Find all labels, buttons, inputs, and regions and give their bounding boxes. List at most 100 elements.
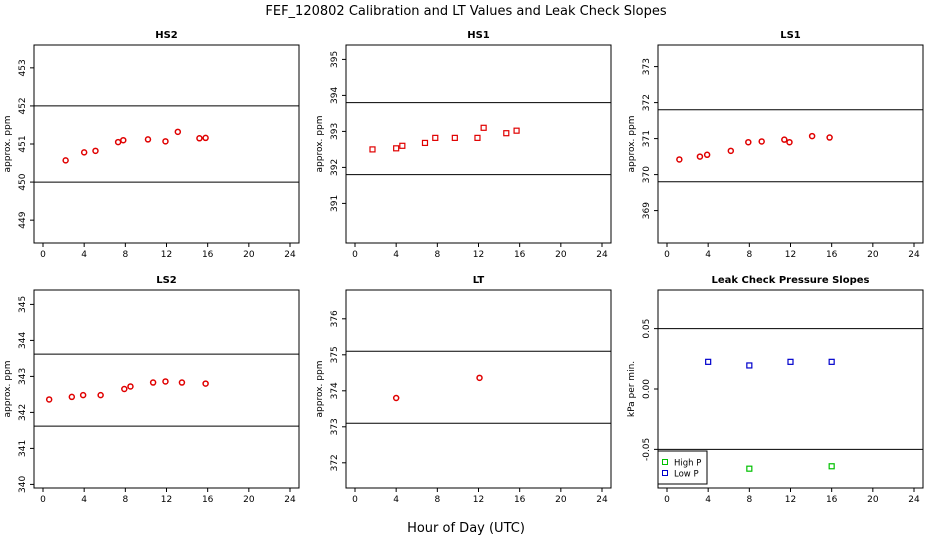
y-tick-label: 372 — [330, 454, 340, 471]
panel-title: LT — [473, 275, 485, 286]
data-point — [746, 362, 753, 369]
x-tick-label: 24 — [596, 495, 608, 505]
panel-ls2: LS2 approx. ppm 0 4 8 12 16 20 24 340 341 342 343 3… — [3, 275, 300, 505]
data-point — [826, 134, 833, 141]
x-tick-label: 8 — [746, 250, 752, 260]
y-tick-label: 373 — [642, 58, 652, 75]
data-point — [828, 358, 835, 365]
x-tick-label: 4 — [81, 250, 87, 260]
y-axis-label: approx. ppm — [627, 116, 637, 173]
data-point — [393, 145, 400, 152]
y-tick-label: 376 — [330, 310, 340, 327]
x-tick-label: 20 — [867, 250, 879, 260]
x-tick-label: 20 — [555, 495, 567, 505]
x-tick-label: 0 — [664, 495, 670, 505]
y-tick-label: 341 — [18, 440, 28, 457]
panel-title: HS1 — [467, 30, 490, 41]
data-point — [369, 146, 376, 153]
panel-ls1: LS1 approx. ppm 0 4 8 12 16 20 24 369 370 371 372 3… — [627, 30, 924, 260]
data-point — [808, 132, 816, 140]
x-tick-label: 0 — [664, 250, 670, 260]
y-tick-label: 452 — [18, 97, 28, 114]
y-axis-label: approx. ppm — [315, 116, 325, 173]
plot-frame — [345, 289, 612, 489]
x-tick-label: 20 — [243, 250, 255, 260]
y-tick-label: 393 — [330, 123, 340, 140]
y-tick-label: 392 — [330, 159, 340, 176]
data-point — [144, 136, 152, 143]
y-tick-label: 374 — [330, 382, 340, 399]
y-tick-label: -0.05 — [642, 438, 652, 461]
x-tick-label: 20 — [555, 250, 567, 260]
data-point — [786, 138, 793, 146]
x-tick-label: 24 — [284, 495, 296, 505]
data-point — [703, 151, 711, 159]
x-tick-label: 20 — [867, 495, 879, 505]
legend-swatch — [662, 459, 668, 465]
x-tick-label: 24 — [908, 250, 920, 260]
y-tick-label: 345 — [18, 296, 28, 313]
data-point — [781, 136, 788, 143]
y-tick-label: 391 — [330, 195, 340, 212]
data-point — [746, 465, 753, 472]
data-point — [202, 134, 209, 142]
data-point — [432, 134, 439, 141]
y-axis-label: kPa per min. — [627, 361, 637, 417]
data-point — [149, 379, 157, 386]
y-tick-label: 453 — [18, 59, 28, 76]
x-tick-label: 16 — [826, 250, 838, 260]
panel-title: HS2 — [155, 30, 178, 41]
plot-frame — [33, 289, 300, 489]
y-tick-label: 450 — [18, 173, 28, 190]
data-point — [202, 380, 209, 387]
data-point — [120, 136, 127, 144]
x-tick-label: 0 — [352, 495, 358, 505]
y-tick-label: 372 — [642, 94, 652, 111]
y-axis-label: approx. ppm — [3, 361, 13, 418]
x-tick-label: 12 — [473, 495, 484, 505]
data-point — [513, 127, 520, 134]
data-point — [114, 138, 122, 146]
data-point — [45, 396, 53, 403]
data-point — [178, 379, 186, 386]
x-tick-label: 4 — [705, 250, 711, 260]
x-tick-label: 8 — [746, 495, 752, 505]
x-tick-label: 16 — [202, 250, 214, 260]
data-point — [745, 138, 752, 146]
x-tick-label: 0 — [40, 495, 46, 505]
x-tick-label: 16 — [514, 250, 526, 260]
legend-label: High P — [674, 459, 701, 469]
legend-swatch — [662, 470, 668, 476]
data-point — [676, 156, 683, 163]
x-tick-label: 0 — [352, 250, 358, 260]
panel-title: LS2 — [156, 275, 177, 286]
y-tick-label: 0.00 — [642, 379, 652, 399]
x-tick-label: 12 — [473, 250, 484, 260]
x-tick-label: 8 — [122, 495, 128, 505]
data-point — [174, 128, 182, 136]
data-point — [758, 138, 765, 145]
data-point — [92, 147, 99, 155]
y-axis-label: approx. ppm — [3, 116, 13, 173]
data-point — [828, 463, 835, 470]
x-tick-label: 24 — [596, 250, 608, 260]
data-point — [79, 391, 87, 399]
x-tick-label: 4 — [705, 495, 711, 505]
x-tick-label: 8 — [122, 250, 128, 260]
figure-title: FEF_120802 Calibration and LT Values and… — [265, 4, 666, 19]
x-tick-label: 12 — [785, 495, 796, 505]
y-tick-label: 340 — [18, 476, 28, 493]
y-tick-label: 395 — [330, 51, 340, 68]
x-tick-label: 8 — [434, 250, 440, 260]
y-tick-label: 373 — [330, 418, 340, 435]
x-tick-label: 20 — [243, 495, 255, 505]
data-point — [727, 147, 735, 155]
legend-label: Low P — [674, 470, 699, 480]
panel-title: LS1 — [780, 30, 801, 41]
data-point — [127, 383, 134, 390]
panel-hs1: HS1 approx. ppm 0 4 8 12 16 20 24 391 392 393 394 3… — [315, 30, 612, 260]
x-tick-label: 4 — [393, 250, 399, 260]
data-point — [474, 134, 481, 141]
data-point — [68, 393, 76, 401]
